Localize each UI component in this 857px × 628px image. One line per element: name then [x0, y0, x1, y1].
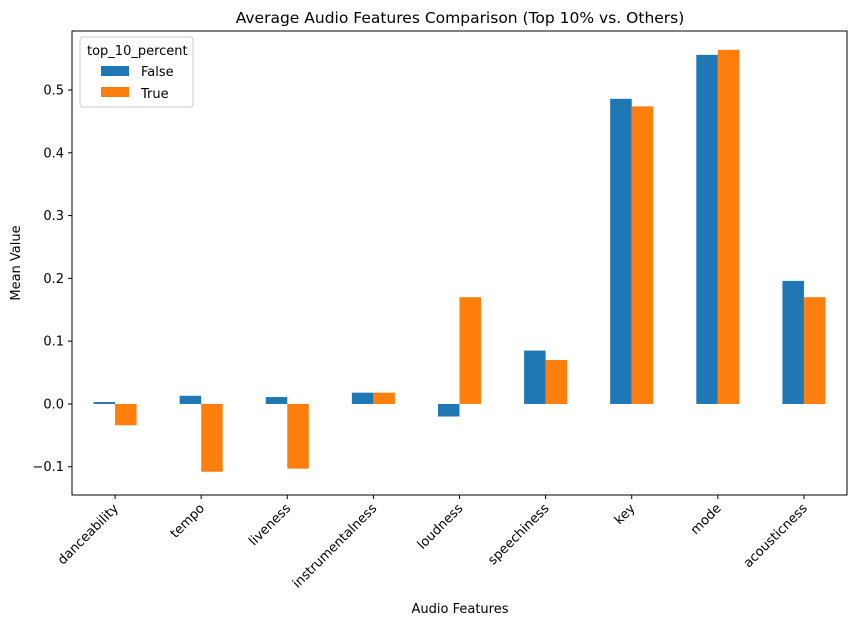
y-tick-label: 0.3 — [43, 209, 64, 224]
bar-true-acousticness — [803, 297, 826, 404]
y-axis: −0.1 0.0 0.1 0.2 0.3 0.4 0.5 — [32, 84, 72, 475]
bar-true-loudness — [459, 297, 482, 404]
bar-true-instrumentalness — [373, 392, 395, 404]
x-tick-label-liveness: liveness — [246, 501, 294, 549]
bar-false-speechiness — [524, 350, 546, 404]
x-axis-label: Audio Features — [412, 602, 509, 617]
x-tick-label-key: key — [612, 501, 639, 528]
legend-title: top_10_percent — [87, 44, 188, 59]
bar-false-instrumentalness — [351, 392, 374, 404]
bar-false-loudness — [437, 403, 460, 417]
x-tick-label-danceability: danceability — [55, 501, 122, 568]
chart-title: Average Audio Features Comparison (Top 1… — [236, 9, 685, 27]
x-tick-label-acousticness: acousticness — [741, 501, 811, 571]
x-tick-label-loudness: loudness — [415, 501, 467, 553]
bar-false-danceability — [93, 402, 116, 404]
bar-false-key — [610, 98, 632, 404]
y-tick-label: 0.5 — [43, 84, 64, 99]
bar-true-speechiness — [545, 360, 568, 404]
y-tick-label: −0.1 — [32, 460, 64, 475]
bar-false-mode — [696, 54, 718, 404]
bar-true-key — [631, 106, 654, 404]
legend-swatch-false — [101, 66, 129, 76]
x-tick-label-speechiness: speechiness — [485, 501, 552, 568]
legend: top_10_percent False True — [79, 36, 194, 108]
y-tick-label: 0.0 — [43, 397, 64, 412]
x-tick-label-mode: mode — [688, 501, 725, 538]
y-axis-label: Mean Value — [9, 225, 24, 300]
legend-label-false: False — [141, 65, 174, 80]
bar-true-liveness — [287, 403, 309, 469]
bar-false-tempo — [179, 395, 202, 404]
legend-swatch-true — [101, 87, 129, 97]
bar-true-mode — [717, 49, 740, 404]
x-tick-label-instrumentalness: instrumentalness — [290, 501, 380, 591]
bar-false-liveness — [265, 397, 288, 404]
x-tick-label-tempo: tempo — [168, 501, 208, 541]
bar-false-acousticness — [782, 280, 804, 404]
bar-true-tempo — [201, 403, 223, 472]
legend-label-true: True — [140, 87, 169, 102]
y-tick-label: 0.2 — [43, 272, 64, 287]
x-axis: danceability tempo livenessinstrumentalnes… — [55, 495, 811, 591]
y-tick-label: 0.1 — [43, 335, 64, 350]
y-tick-label: 0.4 — [43, 146, 64, 161]
bar-true-danceability — [115, 403, 137, 426]
